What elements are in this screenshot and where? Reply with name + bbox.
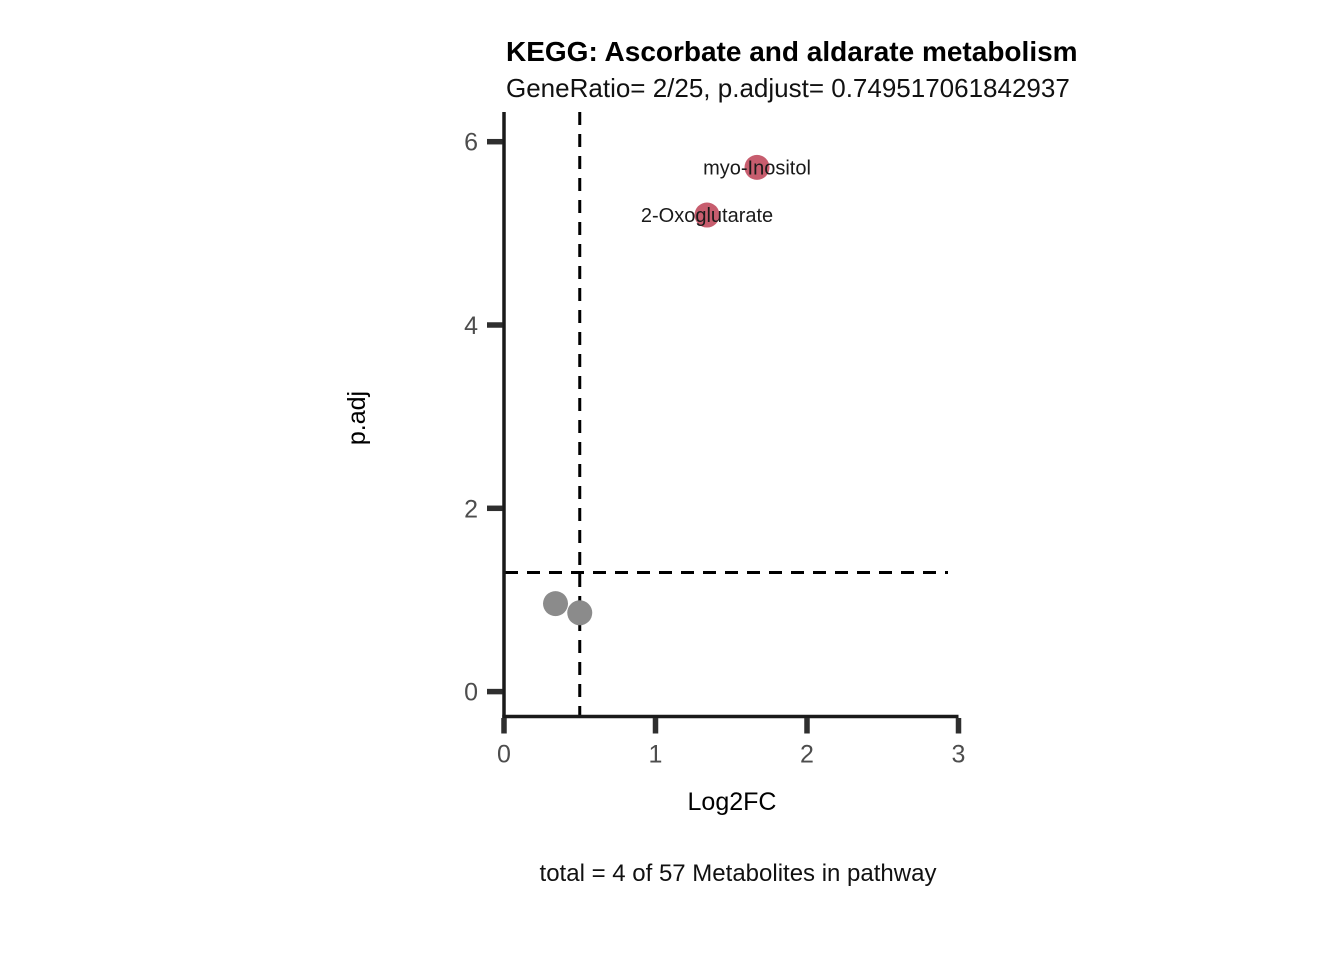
y-tick-label: 2 [464, 495, 478, 523]
data-point [744, 154, 770, 180]
data-point [567, 600, 593, 626]
y-axis-ticks: 0 2 4 6 [464, 129, 503, 707]
data-point [543, 591, 569, 617]
y-axis-label: p.adj [343, 391, 371, 445]
y-tick-label: 0 [464, 679, 478, 707]
x-tick-label: 0 [497, 741, 511, 769]
plot-caption: total = 4 of 57 Metabolites in pathway [540, 860, 937, 887]
plot-title: KEGG: Ascorbate and aldarate metabolism [506, 36, 1078, 67]
y-tick-label: 6 [464, 129, 478, 157]
plot-subtitle: GeneRatio= 2/25, p.adjust= 0.74951706184… [506, 73, 1070, 103]
x-tick-label: 1 [649, 741, 663, 769]
data-point [694, 202, 720, 228]
data-point-labels: myo-Inositol 2-Oxoglutarate [641, 157, 811, 227]
x-axis-label: Log2FC [688, 788, 777, 816]
x-axis-ticks: 0 1 2 3 [497, 718, 965, 769]
x-tick-label: 2 [800, 741, 814, 769]
axes [502, 112, 959, 719]
point-label: myo-Inositol [703, 157, 811, 179]
data-points [543, 154, 770, 626]
y-tick-label: 4 [464, 312, 478, 340]
x-tick-label: 3 [952, 741, 966, 769]
threshold-lines [505, 112, 948, 716]
point-label: 2-Oxoglutarate [641, 205, 773, 227]
